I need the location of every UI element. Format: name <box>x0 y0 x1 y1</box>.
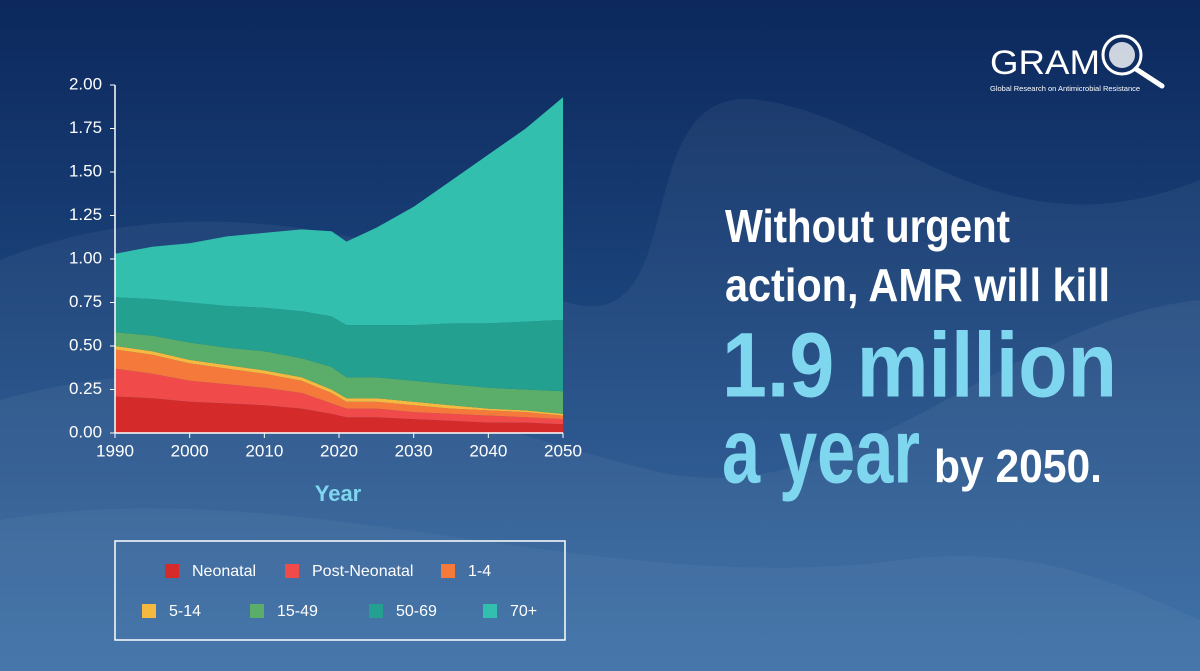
legend-swatch <box>285 564 299 578</box>
y-tick-label: 1.25 <box>69 205 102 224</box>
x-tick-label: 2030 <box>395 441 433 460</box>
x-tick-label: 2020 <box>320 441 358 460</box>
legend-label: 70+ <box>510 603 537 620</box>
area <box>115 349 563 420</box>
legend-label: 5-14 <box>169 603 201 620</box>
y-tick-label: 1.50 <box>69 161 102 180</box>
logo-icon <box>1101 34 1143 76</box>
legend-swatch <box>441 564 455 578</box>
legend-swatch <box>165 564 179 578</box>
y-tick-label: 1.00 <box>69 248 102 267</box>
plot-area: 0.00 0.25 0.50 0.75 1.00 1.25 1.50 1.75 2.00 1990… <box>69 74 582 460</box>
legend-swatch <box>483 604 497 618</box>
area <box>115 346 563 416</box>
logo-subtitle: Global Research on Antimicrobial Resista… <box>990 84 1140 93</box>
legend-swatch <box>369 604 383 618</box>
x-tick-label: 2010 <box>245 441 283 460</box>
x-axis-label: Year <box>315 481 362 506</box>
area <box>115 332 563 414</box>
y-tick-label: 2.00 <box>69 74 102 93</box>
y-tick-label: 0.00 <box>69 422 102 441</box>
legend-label: Post-Neonatal <box>312 563 413 580</box>
x-tick-label: 2000 <box>171 441 209 460</box>
legend: Neonatal Post-Neonatal 1-4 5-14 15-49 50-69 70… <box>142 563 537 620</box>
headline-unit: a year <box>722 400 920 502</box>
legend-swatch <box>250 604 264 618</box>
y-tick-label: 0.75 <box>69 292 102 311</box>
y-tick-label: 0.50 <box>69 335 102 354</box>
area <box>115 396 563 433</box>
x-tick-label: 2050 <box>544 441 582 460</box>
headline-number: 1.9 million <box>722 314 1117 416</box>
area <box>115 97 563 326</box>
legend-swatch <box>142 604 156 618</box>
area <box>115 297 563 392</box>
legend-label: 50-69 <box>396 603 437 620</box>
y-tick-label: 0.25 <box>69 379 102 398</box>
legend-label: Neonatal <box>192 563 256 580</box>
legend-label: 1-4 <box>468 563 491 580</box>
legend-box <box>114 540 566 641</box>
headline-line: Without urgent <box>725 200 1010 252</box>
wave <box>0 508 1200 671</box>
logo-icon <box>1109 42 1135 68</box>
x-tick-label: 2040 <box>469 441 507 460</box>
area <box>115 368 563 425</box>
headline-line: action, AMR will kill <box>725 259 1110 311</box>
logo-name: GRAM <box>990 44 1100 82</box>
y-tick-label: 1.75 <box>69 118 102 137</box>
headline-suffix: by 2050. <box>934 440 1102 492</box>
logo-icon <box>1133 66 1165 89</box>
x-tick-label: 1990 <box>96 441 134 460</box>
legend-label: 15-49 <box>277 603 318 620</box>
